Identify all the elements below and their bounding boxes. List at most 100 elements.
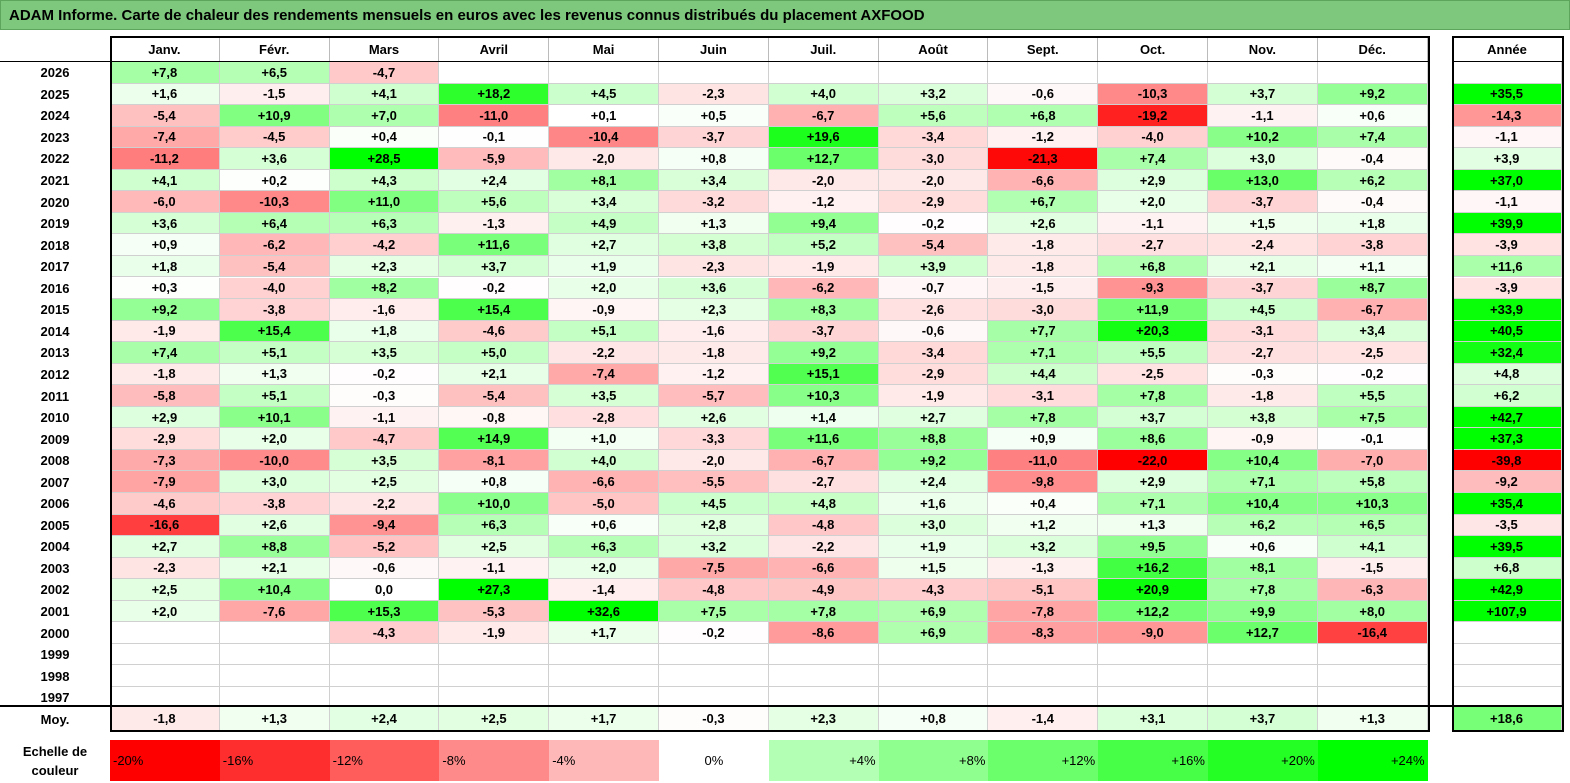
heatmap-cell: -7,9 [110,471,220,493]
heatmap-cell: -11,2 [110,148,220,170]
heatmap-cell: +3,6 [659,277,769,300]
heatmap-cell: -0,1 [439,126,550,149]
heatmap-cell: +13,0 [1208,169,1318,192]
average-cell: -0,3 [659,706,769,732]
heatmap-cell: +9,4 [768,212,879,235]
heatmap-cell: -4,7 [329,62,440,84]
heatmap-cell: +3,4 [659,169,769,192]
heatmap-cell: +10,4 [219,579,330,601]
heatmap-cell: +10,3 [1317,493,1428,515]
heatmap-cell: -4,2 [329,234,440,256]
heatmap-cell: -0,3 [1208,363,1318,386]
heatmap-cell: -8,6 [768,622,879,644]
legend-swatch: +4% [768,740,879,781]
heatmap-cell: +1,1 [1317,255,1428,278]
heatmap-cell [1098,62,1208,84]
heatmap-cell: +5,6 [439,191,550,213]
heatmap-cell: +19,6 [768,126,879,149]
legend-swatch: +12% [988,740,1099,781]
annual-cell: -1,1 [1452,191,1562,213]
heatmap-cell: +8,0 [1317,600,1428,623]
heatmap-cell: -3,8 [1317,234,1428,256]
legend-swatch: 0% [659,740,769,781]
heatmap-cell [110,665,220,687]
heatmap-cell: -11,0 [988,449,1099,472]
heatmap-cell: +4,4 [988,363,1099,386]
heatmap-cell: +28,5 [329,148,440,170]
heatmap-cell: +0,9 [110,234,220,256]
heatmap-cell: -6,6 [768,557,879,580]
heatmap-cell: -3,1 [988,385,1099,407]
heatmap-cell [988,665,1099,687]
heatmap-cell: -3,0 [878,148,989,170]
heatmap-cell: +2,4 [878,471,989,493]
heatmap-cell: +5,5 [1317,385,1428,407]
heatmap-cell: +2,1 [219,557,330,580]
heatmap-cell: -0,2 [659,622,769,644]
heatmap-cell: -1,9 [878,385,989,407]
title-bar: ADAM Informe. Carte de chaleur des rende… [0,0,1570,30]
heatmap-cell: +8,8 [878,428,989,450]
heatmap-cell [768,62,879,84]
heatmap-cell: +6,3 [329,212,440,235]
heatmap-cell: -1,3 [439,212,550,235]
heatmap-cell: -2,9 [878,363,989,386]
heatmap-cell: +4,3 [329,169,440,192]
average-cell: -1,4 [988,706,1099,732]
heatmap-cell: -7,6 [219,600,330,623]
heatmap-cell: -0,2 [878,212,989,235]
year-label: 2026 [0,62,110,84]
annual-cell [1452,622,1562,644]
heatmap-cell: -0,7 [878,277,989,300]
heatmap-cell: -3,8 [219,493,330,515]
heatmap-cell: +7,1 [988,342,1099,364]
heatmap-cell: +1,8 [110,255,220,278]
heatmap-cell: -0,4 [1317,148,1428,170]
heatmap-cell: +5,1 [219,342,330,364]
heatmap-cell: +10,3 [768,385,879,407]
month-header: Août [878,36,989,62]
heatmap-cell: +8,2 [329,277,440,300]
heatmap-cell [768,665,879,687]
legend-swatch: -12% [329,740,440,781]
heatmap-cell: -1,8 [988,255,1099,278]
heatmap-cell: +0,2 [219,169,330,192]
heatmap-cell: +1,6 [878,493,989,515]
heatmap-cell: -3,0 [988,299,1099,321]
heatmap-cell: +7,7 [988,320,1099,343]
heatmap-cell: +1,2 [988,514,1099,537]
heatmap-cell: +2,3 [659,299,769,321]
heatmap-cell: -5,4 [110,105,220,127]
heatmap-cell: +10,9 [219,105,330,127]
heatmap-cell: -5,4 [878,234,989,256]
heatmap-cell: -1,1 [329,406,440,429]
heatmap-cell: +3,0 [878,514,989,537]
heatmap-cell [1317,643,1428,666]
heatmap-cell: +5,2 [768,234,879,256]
heatmap-cell [1208,643,1318,666]
heatmap-cell: +4,1 [329,83,440,106]
heatmap-cell: +9,2 [878,449,989,472]
heatmap-cell: -0,2 [329,363,440,386]
heatmap-cell: -1,1 [1208,105,1318,127]
legend-swatch: +8% [878,740,989,781]
heatmap-cell: -2,2 [329,493,440,515]
heatmap-cell: -8,3 [988,622,1099,644]
annual-cell: -9,2 [1452,471,1562,493]
heatmap-cell: +6,3 [549,536,659,558]
heatmap-cell: +0,6 [1317,105,1428,127]
heatmap-cell: -1,2 [659,363,769,386]
heatmap-cell: -1,9 [439,622,550,644]
heatmap-cell: +5,1 [549,320,659,343]
heatmap-cell: -3,3 [659,428,769,450]
heatmap-cell: -1,2 [988,126,1099,149]
year-label: 2005 [0,514,110,537]
heatmap-cell: -1,9 [110,320,220,343]
heatmap-cell: +2,0 [219,428,330,450]
heatmap-cell: -4,9 [768,579,879,601]
heatmap-cell: +7,8 [1208,579,1318,601]
heatmap-cell: +9,5 [1098,536,1208,558]
year-label: 2016 [0,277,110,300]
heatmap-cell: +8,6 [1098,428,1208,450]
